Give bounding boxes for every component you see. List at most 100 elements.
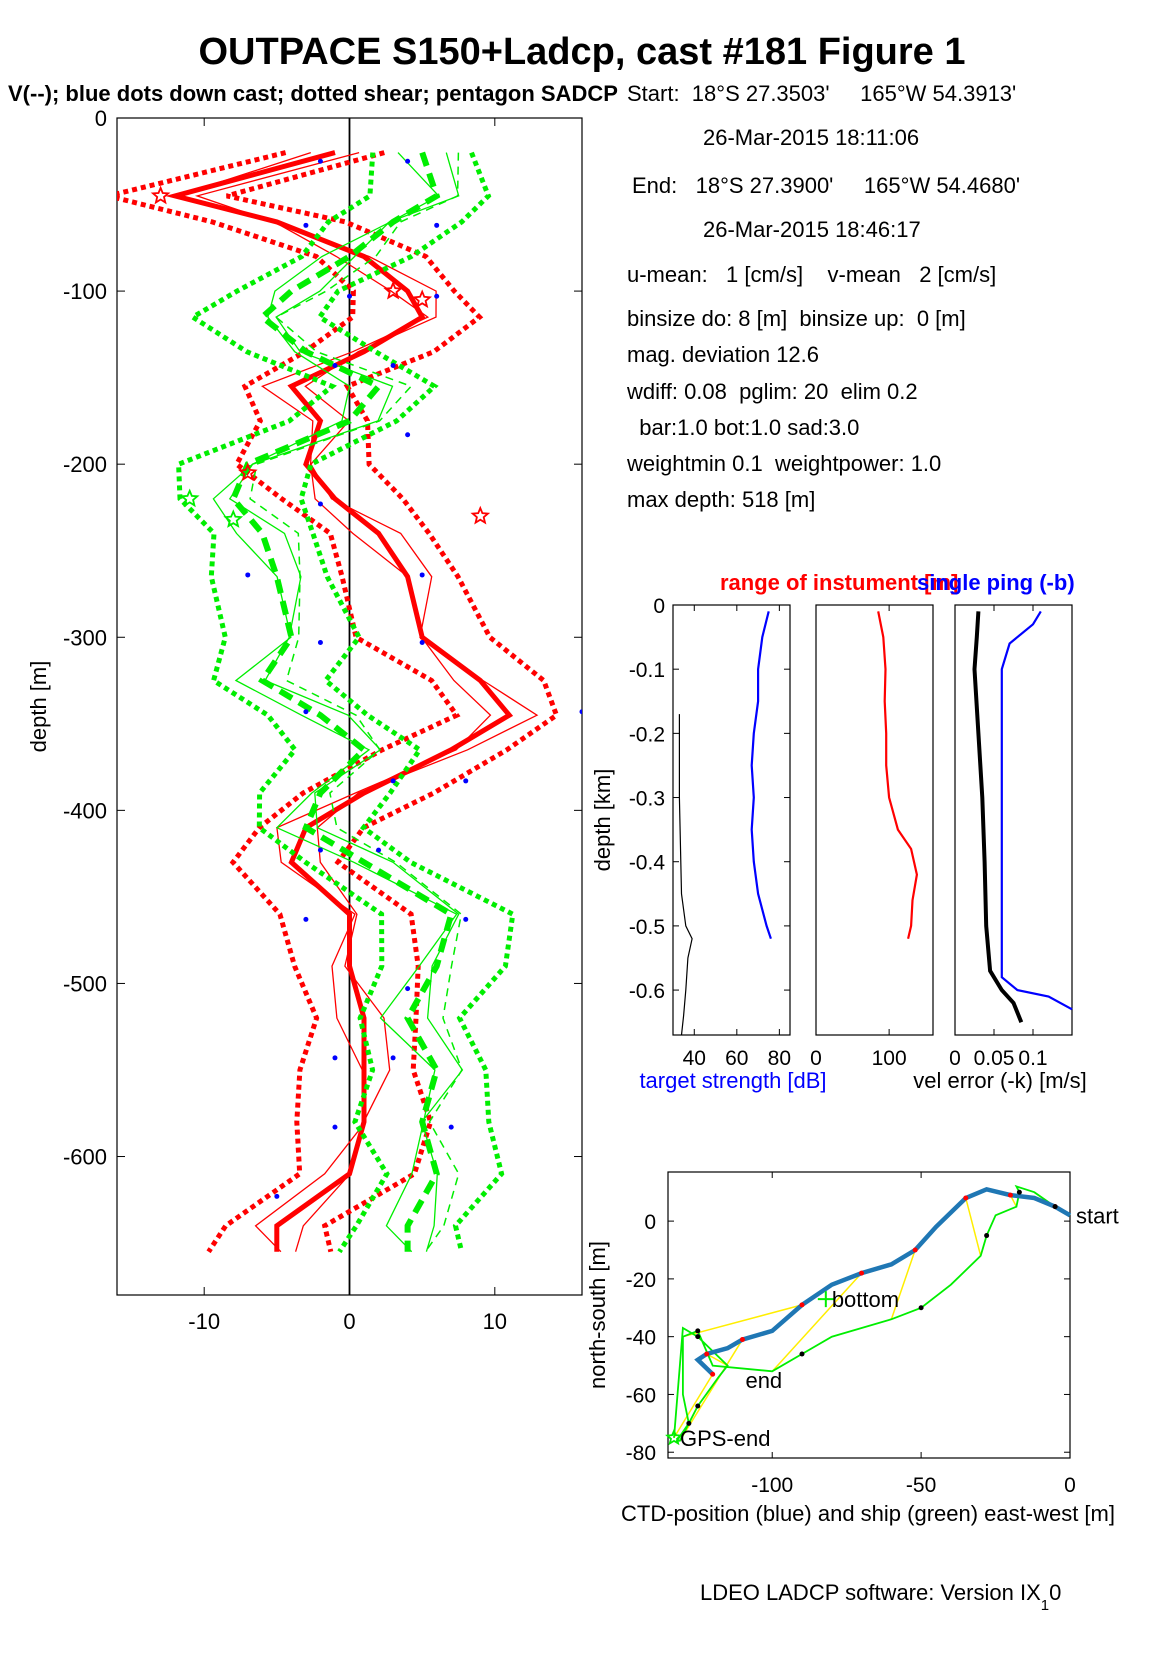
x-tick-label: 40 — [683, 1047, 706, 1070]
ship-position-dot — [918, 1305, 924, 1311]
downcast-dot — [317, 639, 323, 645]
y-tick-label: -300 — [63, 625, 107, 650]
y-tick-label: -0.2 — [629, 723, 665, 746]
downcast-dot — [463, 916, 469, 922]
ship-position-dot — [984, 1233, 990, 1239]
y-tick-label: -0.3 — [629, 788, 665, 811]
u-profile-main — [165, 150, 514, 1252]
downcast-dot — [376, 847, 382, 853]
downcast-dot — [405, 158, 411, 164]
x-tick-label: 10 — [483, 1309, 507, 1334]
y-axis-label: depth [m] — [26, 661, 51, 753]
y-tick-label: -80 — [626, 1442, 656, 1465]
downcast-dot — [579, 709, 582, 715]
downcast-dot — [274, 1193, 280, 1199]
x-tick-label: 0 — [949, 1047, 961, 1070]
ctd-ship-connector — [890, 1249, 916, 1320]
info-line: u-mean: 1 [cm/s] v-mean 2 [cm/s] — [627, 262, 996, 287]
y-tick-label: -200 — [63, 452, 107, 477]
ve-panel-title: single ping (-b) — [917, 570, 1075, 595]
downcast-dot — [434, 293, 440, 299]
ve-x-axis-label: vel error (-k) [m/s] — [913, 1068, 1087, 1093]
vel-error-panel: 0 0.05 0.1 single ping (-b) vel error (-k) [… — [913, 570, 1087, 1093]
y-tick-label: 0 — [644, 1211, 656, 1234]
downcast-dot — [390, 778, 396, 784]
downcast-dot — [317, 158, 323, 164]
ctd-ship-connector — [771, 1272, 863, 1372]
vel-error-axes-frame — [954, 604, 1073, 1036]
downcast-dot — [434, 222, 440, 228]
downcast-dot — [419, 572, 425, 578]
ctd-ship-connector — [965, 1197, 982, 1256]
downcast-dot — [303, 709, 309, 715]
y-tick-label: -0.1 — [629, 659, 665, 682]
ts-x-axis-label: target strength [dB] — [639, 1068, 826, 1093]
ts-panel-title: range of instument [m] — [720, 570, 958, 595]
ctd-position-dot — [710, 1371, 716, 1377]
bottom-marker — [817, 1291, 834, 1308]
track-y-axis-label: north-south [m] — [585, 1241, 610, 1389]
sadcp-marker — [412, 289, 433, 309]
v-profile-thin — [212, 152, 458, 1253]
downcast-dot — [303, 222, 309, 228]
downcast-dot — [405, 432, 411, 438]
downcast-dot — [390, 363, 396, 369]
x-tick-label: 0.1 — [1018, 1047, 1047, 1070]
vel-error-series — [972, 611, 1024, 1023]
x-tick-label: 0 — [343, 1309, 355, 1334]
downcast-dot — [317, 847, 323, 853]
ship-position-dot — [695, 1328, 701, 1334]
track-label-gps-end: GPS-end — [680, 1426, 771, 1451]
ship-position-dot — [1052, 1204, 1058, 1210]
y-tick-label: -0.6 — [629, 980, 665, 1003]
x-tick-label: 60 — [725, 1047, 748, 1070]
v-profile-dashed — [249, 152, 463, 1253]
figure-subtitle: V(--); blue dots down cast; dotted shear… — [8, 81, 618, 106]
sadcp-marker — [470, 505, 491, 525]
y-tick-label: -100 — [63, 279, 107, 304]
downcast-dot — [390, 1055, 396, 1061]
downcast-dot — [448, 1124, 454, 1130]
downcast-dot — [317, 501, 323, 507]
x-tick-label: -100 — [751, 1474, 793, 1497]
ctd-position-dot — [963, 1195, 969, 1201]
info-line: wdiff: 0.08 pglim: 20 elim 0.2 — [626, 379, 918, 404]
ctd-position-dot — [1007, 1192, 1013, 1198]
y-tick-label: -0.4 — [629, 852, 666, 875]
y-tick-label: -0.5 — [629, 916, 665, 939]
vel-error-series — [1000, 610, 1073, 1011]
y-tick-label: -60 — [626, 1384, 656, 1407]
v-shear-envelope — [176, 152, 390, 1254]
x-tick-label: 0 — [810, 1047, 822, 1070]
cast-info-block: Start: 18°S 27.3503' 165°W 54.3913' 26-Ma… — [626, 81, 1020, 512]
info-line: max depth: 518 [m] — [627, 487, 815, 512]
target-strength-series — [750, 611, 772, 940]
y-tick-label: -500 — [63, 971, 107, 996]
downcast-dot — [463, 778, 469, 784]
info-line: End: 18°S 27.3900' 165°W 54.4680' — [632, 173, 1020, 198]
downcast-dot — [347, 293, 352, 299]
track-panel: -100 -50 0 0 -20 -40 -60 -80 north-south [m] CTD-… — [585, 1171, 1119, 1526]
range-panel-series — [877, 611, 919, 939]
range-panel-axes-frame — [815, 604, 934, 1036]
sadcp-marker — [179, 488, 200, 508]
track-axes-frame — [667, 1171, 1071, 1459]
u-shear-envelope — [117, 150, 461, 1254]
y-tick-label: -20 — [626, 1269, 656, 1292]
target-strength-panel: 40 60 80 0 -0.1 -0.2 -0.3 -0.4 -0.5 -0.6 depth [km… — [590, 570, 958, 1093]
x-tick-label: 0 — [1064, 1474, 1076, 1497]
y-tick-label: 0 — [653, 595, 665, 618]
downcast-dot — [419, 639, 425, 645]
downcast-dot — [245, 572, 251, 578]
x-tick-label: 100 — [872, 1047, 907, 1070]
ctd-position-dot — [739, 1337, 745, 1343]
ctd-track — [694, 1186, 1072, 1376]
info-line: binsize do: 8 [m] binsize up: 0 [m] — [627, 306, 966, 331]
x-tick-label: -50 — [906, 1474, 936, 1497]
x-tick-label: 80 — [768, 1047, 791, 1070]
target-strength-axes-frame — [672, 604, 791, 1036]
y-tick-label: -40 — [626, 1327, 656, 1350]
info-line: mag. deviation 12.6 — [627, 342, 819, 367]
track-x-axis-label: CTD-position (blue) and ship (green) eas… — [621, 1501, 1115, 1526]
